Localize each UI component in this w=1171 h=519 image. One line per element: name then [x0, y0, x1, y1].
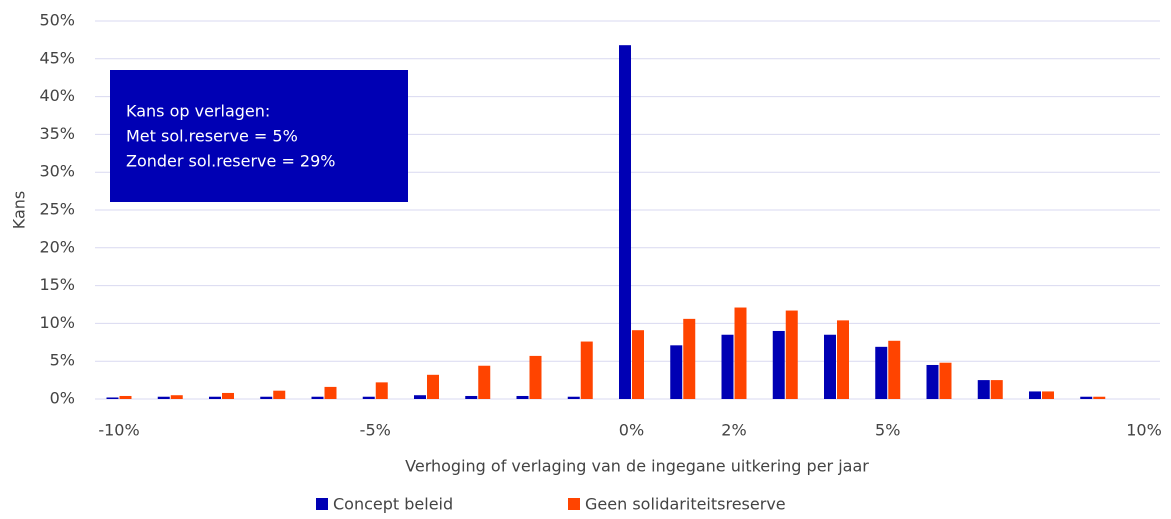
bar: [1042, 391, 1054, 399]
legend-label: Concept beleid: [333, 495, 453, 514]
bar: [209, 396, 221, 399]
y-tick-label: 10%: [39, 313, 75, 332]
bar: [888, 340, 901, 399]
bar: [273, 390, 286, 399]
bar: [772, 330, 785, 399]
bar: [1029, 391, 1041, 399]
bar: [580, 341, 593, 399]
bar: [670, 345, 683, 399]
bar: [824, 334, 836, 399]
y-tick-label: 35%: [39, 124, 75, 143]
bar: [324, 386, 337, 399]
bar: [465, 395, 478, 399]
y-tick-label: 30%: [39, 162, 75, 181]
legend-label: Geen solidariteitsreserve: [585, 495, 786, 514]
bar: [875, 346, 888, 399]
bar: [977, 380, 990, 399]
x-tick-label: 2%: [721, 421, 746, 440]
bar: [260, 396, 273, 399]
x-tick-label: -10%: [98, 421, 139, 440]
x-tick-label: 10%: [1126, 421, 1162, 440]
bar: [427, 374, 439, 399]
bar: [683, 318, 696, 399]
y-tick-label: 25%: [39, 200, 75, 219]
y-tick-label: 40%: [39, 86, 75, 105]
bar: [222, 392, 234, 399]
x-axis-title: Verhoging of verlaging van de ingegane u…: [405, 457, 869, 476]
y-tick-label: 0%: [50, 389, 75, 408]
annotation-text: Met sol.reserve = 5%: [126, 127, 298, 146]
bar: [1080, 396, 1093, 399]
bar: [311, 396, 324, 399]
bar: [785, 310, 798, 399]
bar: [939, 362, 952, 399]
bar: [516, 395, 529, 399]
bar: [632, 330, 644, 399]
bar: [734, 307, 747, 399]
y-axis-title: Kans: [10, 191, 29, 230]
y-tick-label: 20%: [39, 237, 75, 256]
bar: [837, 320, 849, 399]
bar: [529, 355, 542, 399]
y-tick-label: 15%: [39, 275, 75, 294]
bar: [119, 395, 132, 399]
bar: [619, 45, 631, 399]
y-tick-label: 5%: [50, 351, 75, 370]
bar: [106, 397, 119, 399]
bar: [362, 396, 375, 399]
bar: [926, 364, 939, 399]
bar: [478, 365, 491, 399]
annotation-text: Kans op verlagen:: [126, 102, 270, 121]
y-tick-label: 45%: [39, 48, 75, 67]
bar: [990, 380, 1003, 399]
bar: [375, 382, 388, 399]
bar: [721, 334, 734, 399]
y-tick-label: 50%: [39, 11, 75, 30]
bar: [414, 395, 426, 399]
legend-swatch: [568, 498, 580, 510]
bar: [170, 395, 183, 399]
legend-swatch: [316, 498, 328, 510]
x-tick-label: 0%: [619, 421, 644, 440]
x-tick-label: -5%: [360, 421, 391, 440]
bar: [1093, 396, 1106, 399]
annotation-text: Zonder sol.reserve = 29%: [126, 152, 336, 171]
annotation-box: [110, 70, 408, 202]
bar: [567, 396, 580, 399]
x-tick-label: 5%: [875, 421, 900, 440]
bar: [157, 396, 170, 399]
